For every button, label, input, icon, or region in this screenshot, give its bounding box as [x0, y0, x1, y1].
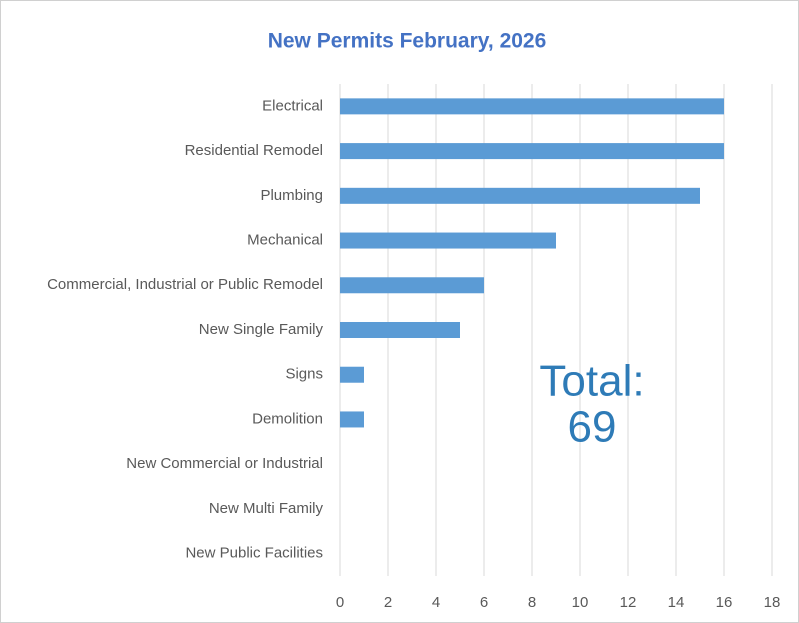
y-tick-label: Demolition: [252, 410, 323, 427]
y-tick-label: New Public Facilities: [185, 545, 323, 562]
x-tick-label: 2: [384, 594, 392, 611]
x-tick-label: 8: [528, 594, 536, 611]
annotation: 69: [568, 403, 617, 452]
bar: [340, 411, 364, 428]
x-tick-label: 4: [432, 594, 440, 611]
x-tick-label: 18: [764, 594, 781, 611]
y-tick-label: New Multi Family: [209, 500, 324, 517]
chart-title: New Permits February, 2026: [268, 30, 547, 53]
x-tick-label: 6: [480, 594, 488, 611]
y-tick-label: New Commercial or Industrial: [126, 455, 323, 472]
x-tick-label: 12: [620, 594, 637, 611]
annotation: Total:: [539, 357, 644, 406]
y-tick-label: Commercial, Industrial or Public Remodel: [47, 276, 323, 293]
x-tick-label: 10: [572, 594, 589, 611]
x-tick-label: 16: [716, 594, 733, 611]
y-tick-label: Electrical: [262, 97, 323, 114]
y-tick-label: Residential Remodel: [185, 142, 323, 159]
x-tick-label: 0: [336, 594, 344, 611]
bar: [340, 187, 700, 204]
bar: [340, 98, 724, 115]
bar: [340, 366, 364, 383]
bar: [340, 277, 484, 294]
x-tick-label: 14: [668, 594, 685, 611]
y-tick-label: New Single Family: [199, 321, 324, 338]
y-tick-label: Mechanical: [247, 232, 323, 249]
y-tick-label: Signs: [285, 366, 323, 383]
bar: [340, 232, 556, 249]
y-tick-label: Plumbing: [260, 187, 323, 204]
bar: [340, 322, 460, 338]
bar: [340, 143, 724, 160]
